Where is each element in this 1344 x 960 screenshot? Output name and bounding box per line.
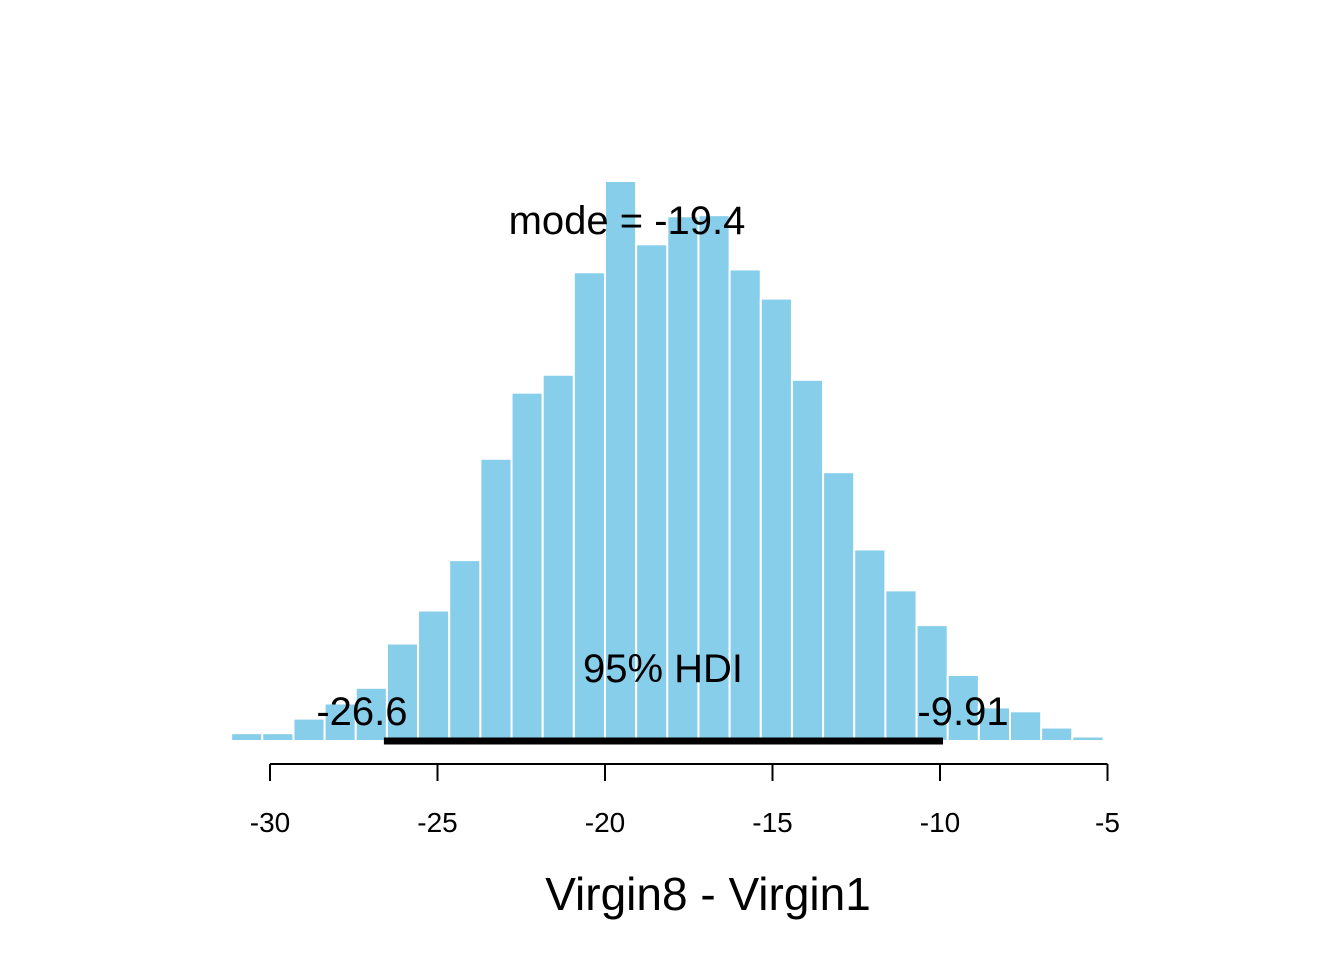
x-tick-label: -5 bbox=[1095, 807, 1120, 838]
hdi-upper-label: -9.91 bbox=[917, 690, 1008, 734]
histogram-bar bbox=[1071, 735, 1105, 743]
x-tick-label: -30 bbox=[250, 807, 290, 838]
x-tick-label: -20 bbox=[585, 807, 625, 838]
x-tick-label: -25 bbox=[417, 807, 457, 838]
histogram-bar bbox=[1009, 710, 1043, 743]
histogram-bar bbox=[417, 609, 451, 743]
histogram-bar bbox=[1102, 738, 1136, 743]
histogram-bar bbox=[915, 624, 949, 743]
hdi-lower-label: -26.6 bbox=[316, 690, 407, 734]
histogram-bar bbox=[479, 457, 513, 742]
histogram-bar bbox=[510, 391, 544, 742]
histogram-bar bbox=[1164, 738, 1198, 743]
x-tick-label: -15 bbox=[752, 807, 792, 838]
x-tick-label: -10 bbox=[920, 807, 960, 838]
histogram-bar bbox=[853, 548, 887, 742]
histogram-bar bbox=[728, 268, 762, 742]
histogram-bar bbox=[790, 378, 825, 742]
x-axis-label: Virgin8 - Virgin1 bbox=[545, 868, 871, 920]
histogram-bar bbox=[635, 243, 669, 742]
hdi-label: 95% HDI bbox=[583, 647, 743, 691]
histogram-bar bbox=[323, 702, 357, 742]
histogram-bar bbox=[261, 732, 295, 742]
histogram-bar bbox=[354, 686, 388, 742]
histogram-bar bbox=[759, 297, 793, 742]
histogram-bar bbox=[230, 732, 264, 742]
histogram-bar bbox=[541, 373, 575, 742]
histogram-bars bbox=[198, 180, 1198, 743]
histogram-bar bbox=[977, 706, 1012, 743]
histogram-bar bbox=[448, 559, 482, 742]
histogram-bar bbox=[884, 589, 918, 742]
x-axis: -30 -25 -20 -15 -10 -5 bbox=[250, 763, 1120, 838]
histogram-bar bbox=[822, 471, 856, 742]
histogram-bar bbox=[198, 738, 233, 743]
mode-label: mode = -19.4 bbox=[509, 199, 746, 243]
histogram-bar bbox=[1040, 726, 1074, 742]
